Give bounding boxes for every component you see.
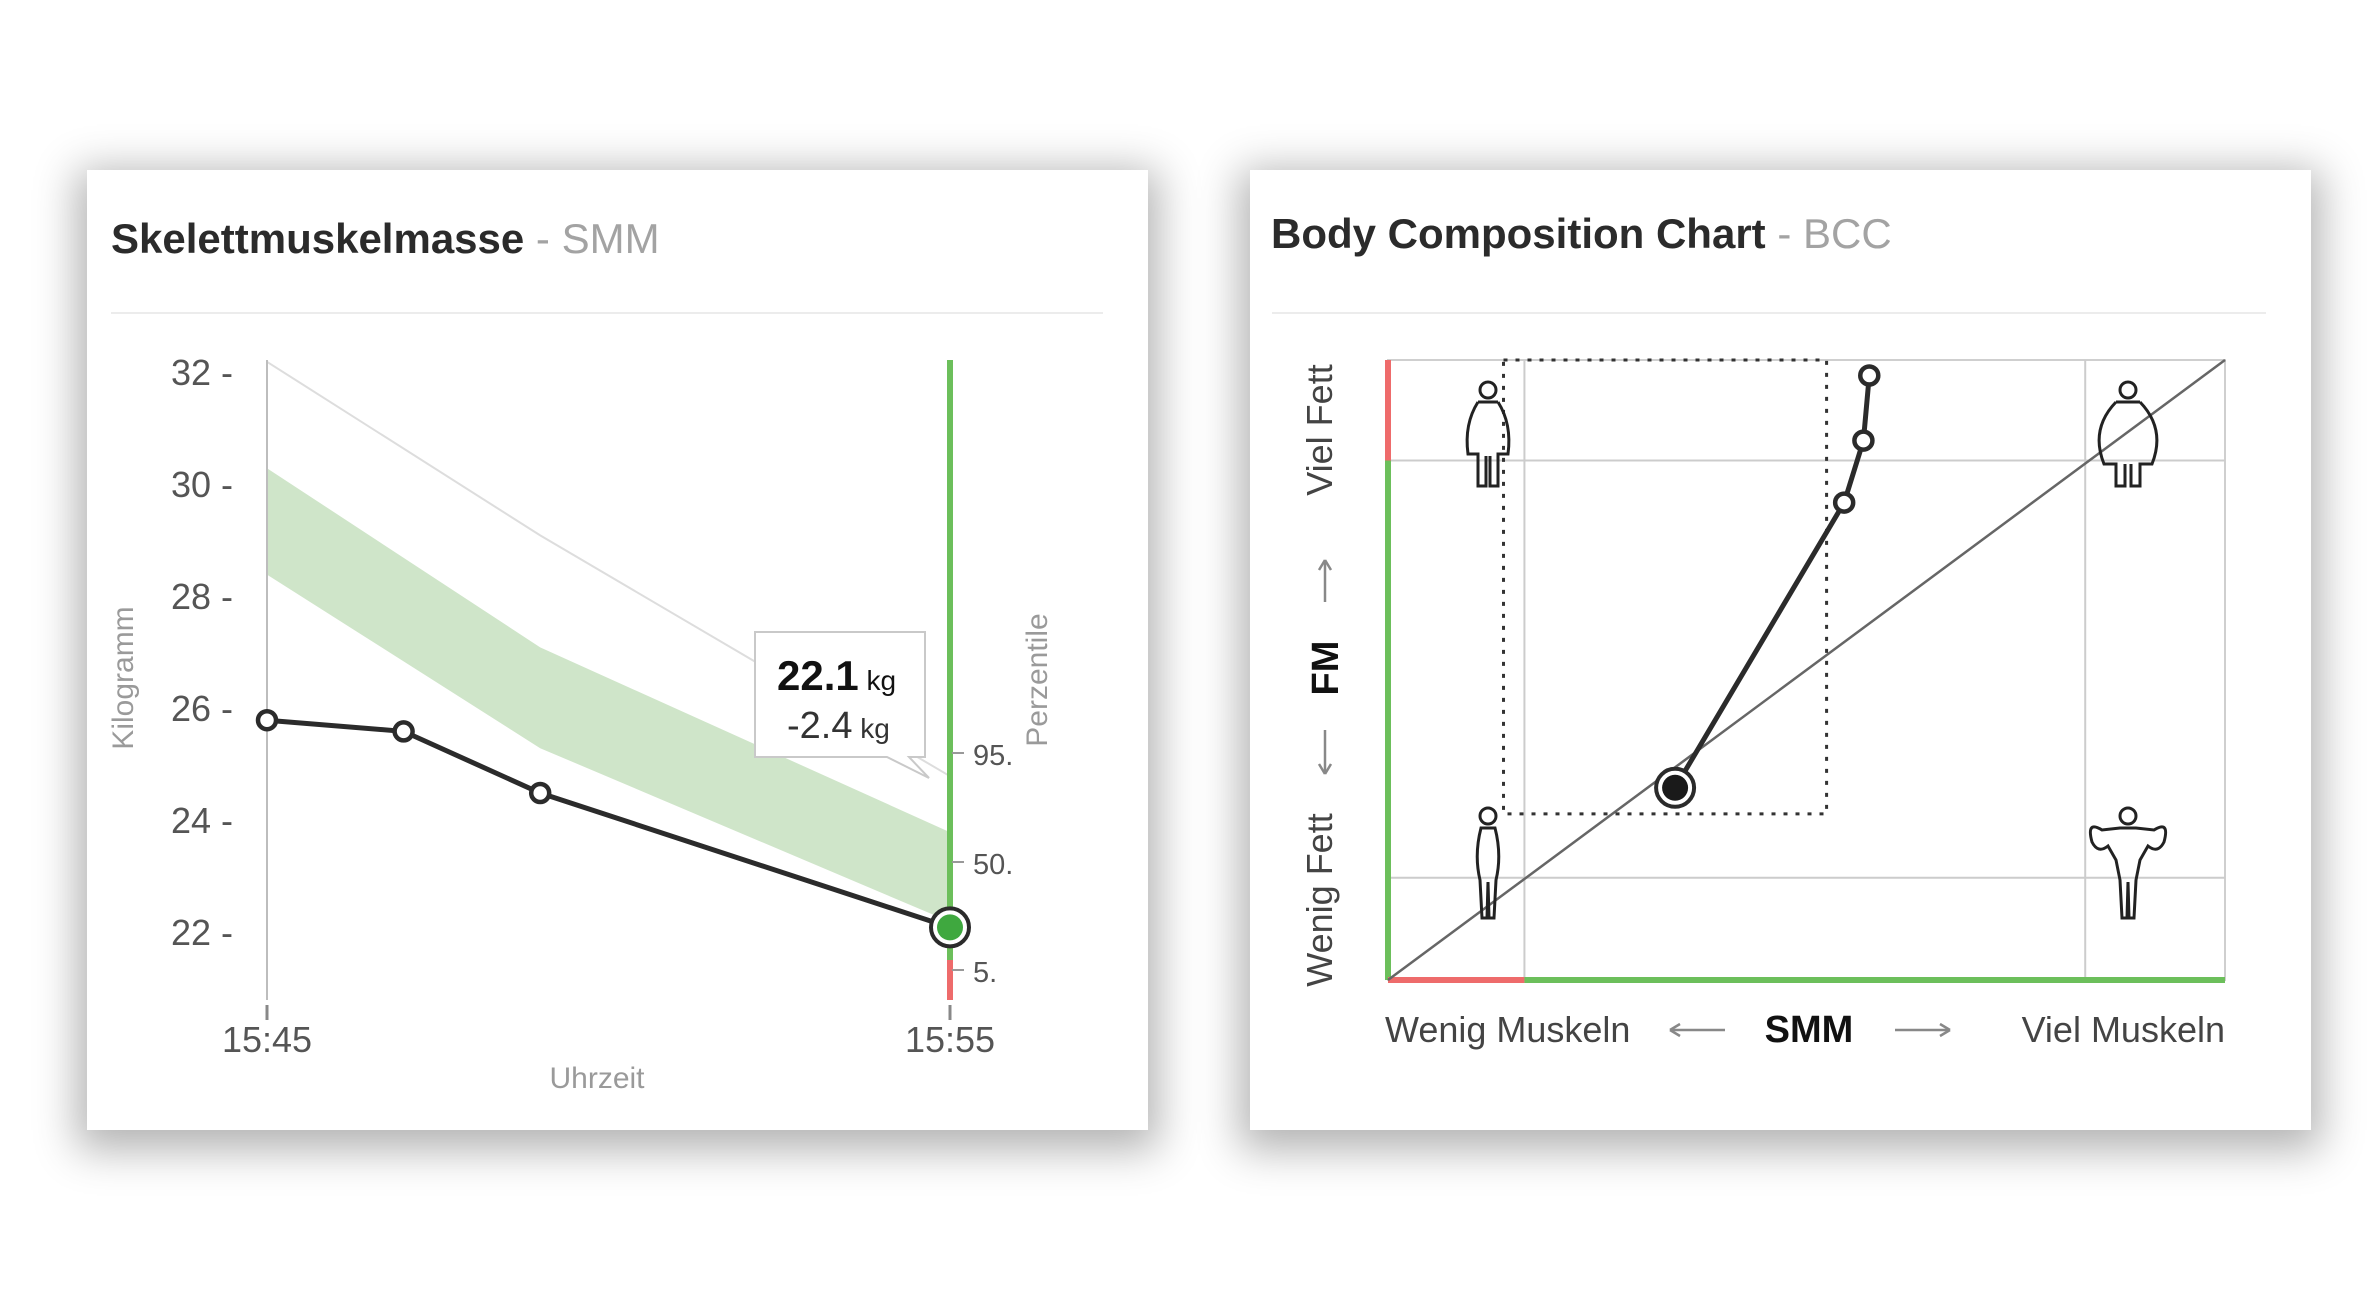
smm-series-line: [266, 717, 951, 930]
y-axis-label: FM: [1305, 641, 1347, 696]
smm-title-text: Skelettmuskelmasse: [111, 215, 525, 262]
y-tick-label: 30 -: [171, 464, 233, 505]
bcc-title-sub: BCC: [1802, 210, 1892, 257]
percentile-band: [267, 468, 950, 922]
bcc-data-point: [1858, 364, 1881, 387]
x-tick-label: 15:45: [222, 1019, 312, 1060]
muscular-figure-icon: [2088, 806, 2168, 920]
bcc-title-text: Body Composition Chart: [1271, 210, 1766, 257]
percentile-tick-label: 95.: [973, 740, 1013, 772]
y-axis-label: Kilogramm: [107, 606, 140, 749]
normal-range-box: [1502, 358, 1829, 816]
bcc-title-separator: -: [1765, 210, 1803, 257]
smm-title-separator: -: [524, 215, 562, 262]
y-tick-label: 24 -: [171, 800, 233, 841]
y-tick-label: 32 -: [171, 352, 233, 393]
bcc-current-point: [1662, 774, 1689, 801]
y-tick-label: 26 -: [171, 688, 233, 729]
female-figure-icon: [1465, 380, 1511, 488]
bcc-series-line: [1672, 375, 1872, 790]
bcc-divider: [1272, 312, 2266, 314]
x-axis-label: SMM: [1765, 1009, 1854, 1051]
y-arrow-down-head: [1317, 763, 1333, 775]
obese-figure-icon: [2097, 380, 2159, 488]
y-top-label: Viel Fett: [1299, 364, 1340, 495]
x-arrow-left-head: [1669, 1022, 1681, 1038]
y-arrow-up-head: [1317, 559, 1333, 571]
smm-title-sub: SMM: [561, 215, 660, 262]
percentile-tick-label: 50.: [973, 849, 1013, 881]
tooltip-delta: -2.4 kg: [787, 705, 890, 747]
x-arrow-right-head: [1939, 1022, 1951, 1038]
x-right-label: Viel Muskeln: [2022, 1009, 2225, 1050]
y2-axis-label: Perzentile: [1021, 613, 1054, 746]
x-tick-label: 15:55: [905, 1019, 995, 1060]
bcc-card-title: Body Composition Chart - BCC: [1271, 210, 1892, 258]
slim-figure-icon: [1475, 806, 1501, 920]
x-axis-label: Uhrzeit: [549, 1062, 645, 1095]
smm-card: Skelettmuskelmasse - SMM 22 - 24 - 26 - 28 …: [87, 170, 1148, 1130]
smm-divider: [111, 312, 1103, 314]
percentile-tick-label: 5.: [973, 957, 997, 989]
y-tick-label: 28 -: [171, 576, 233, 617]
y-bottom-label: Wenig Fett: [1299, 813, 1340, 986]
bcc-data-point: [1852, 429, 1875, 452]
bcc-data-point: [1832, 491, 1856, 514]
data-point: [392, 720, 415, 743]
data-point: [528, 781, 552, 805]
bcc-card: Body Composition Chart - BCC Wenig Muske…: [1250, 170, 2311, 1130]
bcc-chart: Wenig Muskeln Viel Muskeln SMM Viel Fett Wen…: [1299, 358, 2226, 1051]
smm-card-title: Skelettmuskelmasse - SMM: [111, 215, 660, 263]
y-tick-label: 22 -: [171, 912, 233, 953]
tooltip-value: 22.1 kg: [777, 652, 896, 699]
current-point: [937, 914, 963, 941]
smm-line-chart: 22 - 24 - 26 - 28 - 30 - 32 - 15:45 15:55 Uhrzei…: [107, 352, 1054, 1095]
data-point: [255, 708, 279, 732]
x-left-label: Wenig Muskeln: [1385, 1009, 1630, 1050]
bcc-diagonal: [1387, 358, 2226, 982]
tooltip-box: [754, 631, 930, 779]
